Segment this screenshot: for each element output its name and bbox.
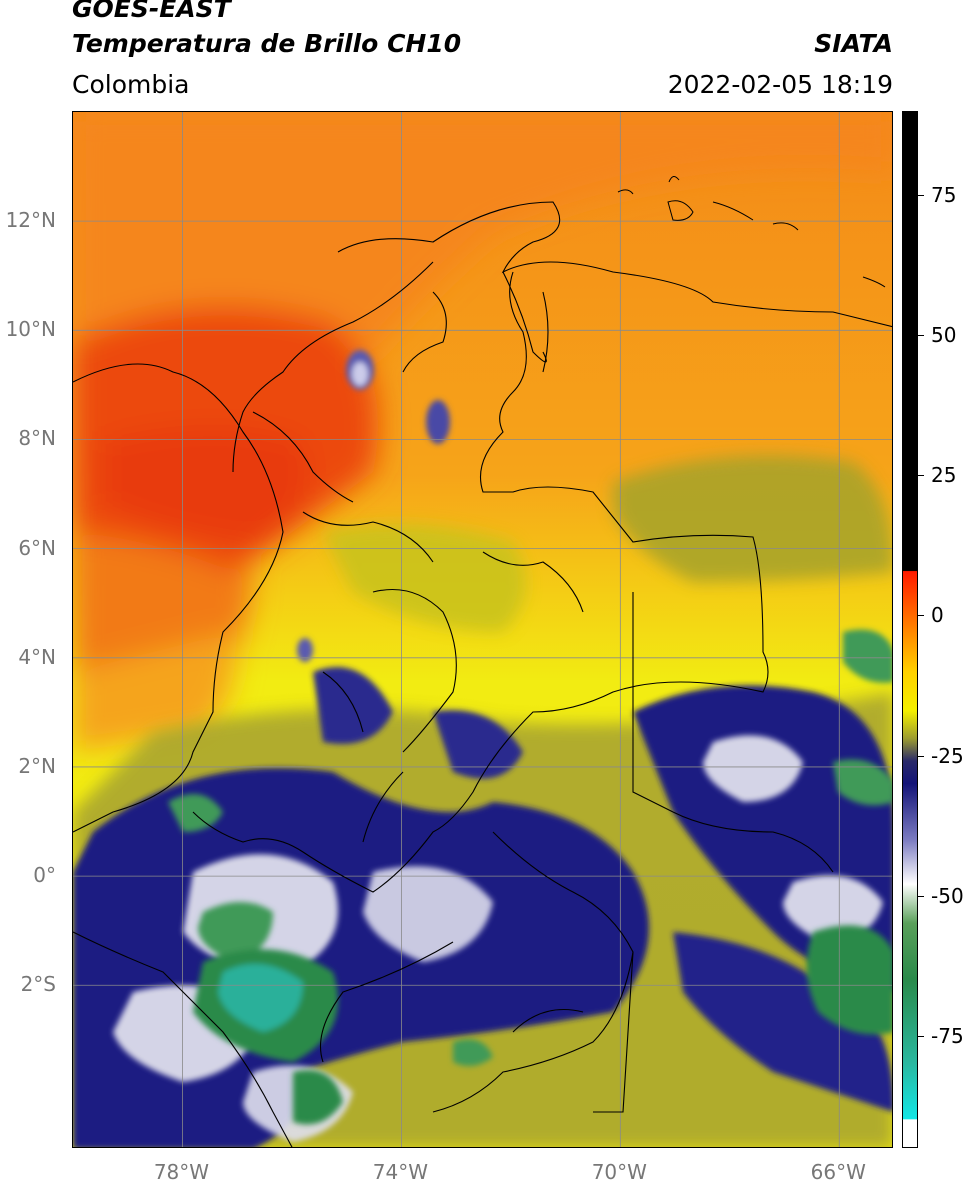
colorbar-tick-label: -75 <box>931 1023 964 1048</box>
colorbar-tick-label: 25 <box>931 463 957 488</box>
map-frame[interactable] <box>72 111 893 1148</box>
colorbar-tick-label: 75 <box>931 183 957 208</box>
colorbar-tick-mark <box>918 195 924 197</box>
borders <box>73 201 892 1147</box>
longitude-tick-label: 66°W <box>810 1160 866 1184</box>
region-label: Colombia <box>72 70 190 99</box>
title-line-1: GOES-EAST <box>72 0 231 23</box>
latitude-tick-label: 10°N <box>5 317 56 342</box>
title-line-2: Temperatura de Brillo CH10 <box>72 29 462 58</box>
colorbar-tick-label: 50 <box>931 323 957 348</box>
colorbar-tick-label: 0 <box>931 603 944 628</box>
northern-cells <box>297 350 450 662</box>
colorbar-tick-mark <box>918 615 924 617</box>
gridlines <box>73 112 892 1147</box>
timestamp: 2022-02-05 18:19 <box>667 70 893 99</box>
latitude-tick-label: 2°S <box>20 972 56 997</box>
colorbar-tick-mark <box>918 755 924 757</box>
latitude-tick-label: 8°N <box>18 426 56 451</box>
coldest-tops-green <box>168 629 892 1125</box>
brand-label: SIATA <box>814 29 893 58</box>
brightness-temperature-map <box>73 112 892 1147</box>
colorbar-tick-mark <box>918 895 924 897</box>
latitude-tick-label: 12°N <box>5 208 56 233</box>
latitude-tick-label: 2°N <box>18 753 56 778</box>
latitude-tick-label: 0° <box>33 863 56 888</box>
latitude-tick-label: 6°N <box>18 535 56 560</box>
colorbar-tick-label: -25 <box>931 743 964 768</box>
warm-region <box>73 112 892 752</box>
colorbar-tick-mark <box>918 1035 924 1037</box>
islands <box>617 176 886 288</box>
colorbar-tick-label: -50 <box>931 883 964 908</box>
longitude-tick-label: 70°W <box>591 1160 647 1184</box>
colorbar-tick-mark <box>918 335 924 337</box>
longitude-tick-label: 78°W <box>153 1160 210 1184</box>
colorbar-tick-mark <box>918 475 924 477</box>
latitude-tick-label: 4°N <box>18 644 56 669</box>
longitude-tick-label: 74°W <box>372 1160 429 1184</box>
colorbar <box>902 111 918 1148</box>
